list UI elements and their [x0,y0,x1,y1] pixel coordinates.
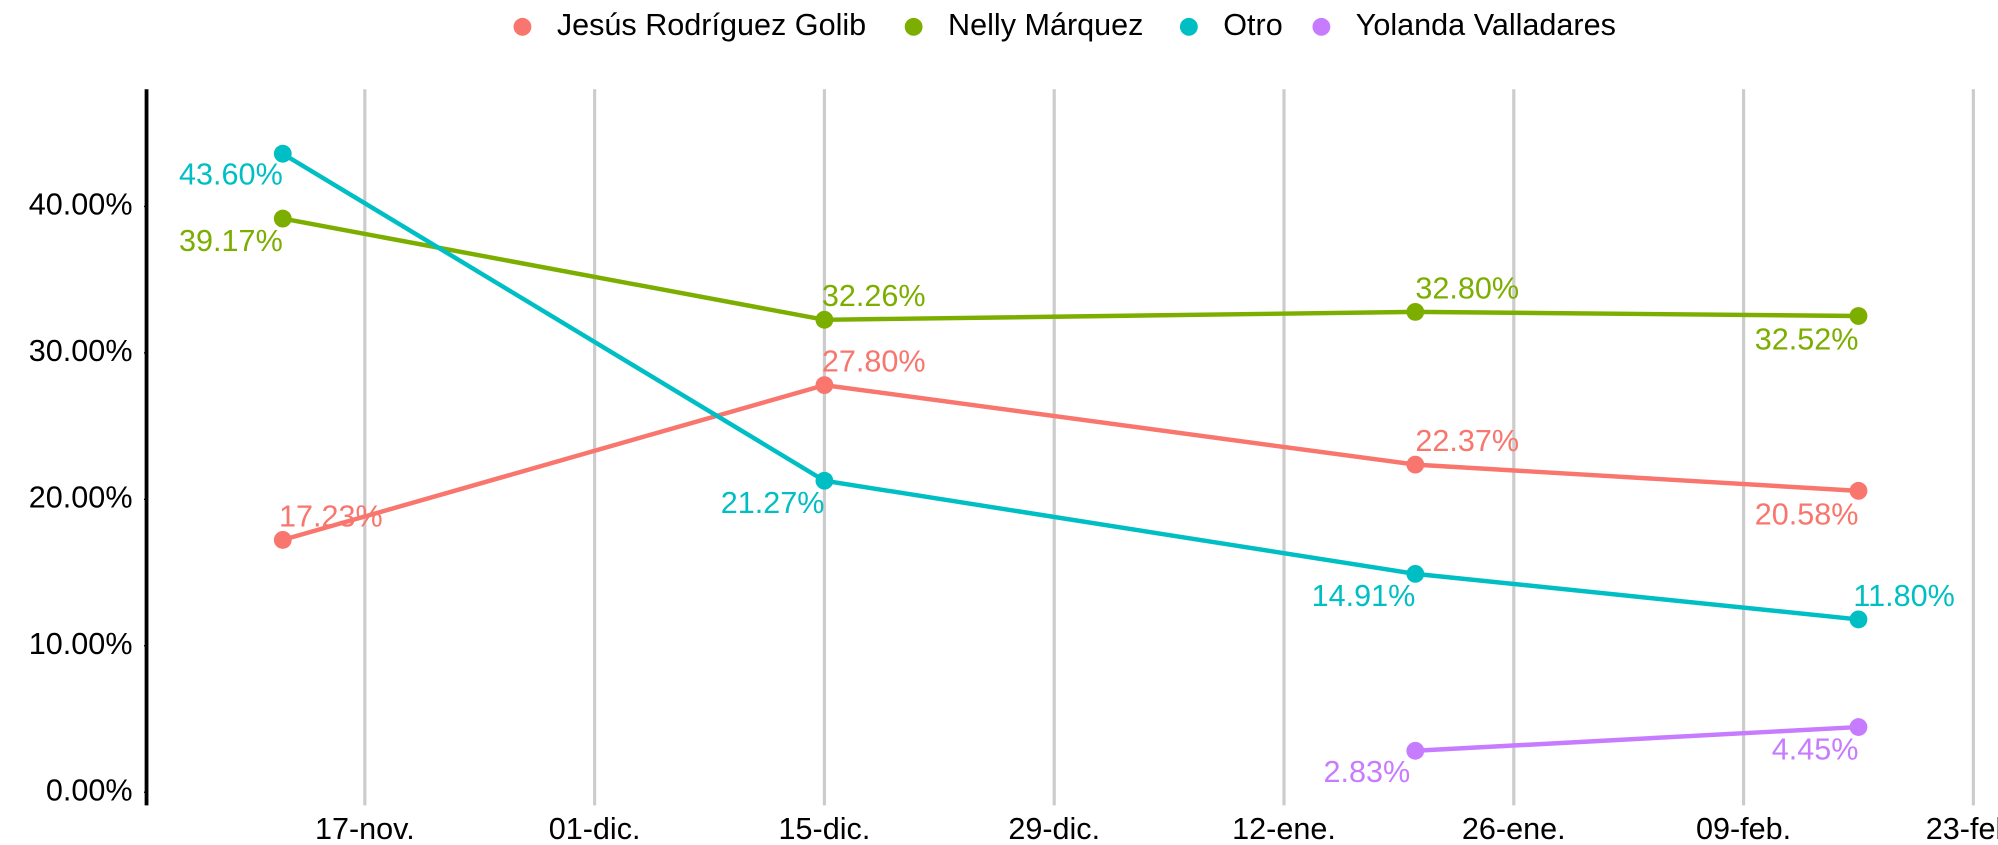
data-label: 32.52% [1755,323,1859,357]
legend-swatch [1179,17,1198,36]
legend-label: Yolanda Valladares [1356,8,1616,42]
legend-swatch [904,17,923,36]
data-label: 20.58% [1755,497,1859,531]
legend-swatch [513,17,532,36]
point [1406,741,1425,760]
x-tick-label: 17-nov. [315,812,415,845]
series-line [282,216,1859,323]
point [1849,481,1868,500]
y-tick-label: 0.00% [46,773,133,807]
point [1406,455,1425,474]
point [273,530,292,549]
y-tick-label: 40.00% [29,188,133,222]
x-tick-label: 23-feb. [1926,812,1998,845]
point [273,209,292,228]
data-label: 32.26% [822,279,926,313]
data-label: 21.27% [721,486,825,520]
point [1406,302,1425,321]
x-tick-label: 15-dic. [779,812,871,845]
y-tick-label: 20.00% [29,480,133,514]
legend-label: Nelly Márquez [948,8,1143,42]
legend-label: Jesús Rodríguez Golib [557,8,866,42]
legend-label: Otro [1223,8,1282,42]
data-label: 43.60% [179,158,283,192]
point [1849,610,1868,629]
data-label: 11.80% [1853,579,1954,613]
x-tick-label: 29-dic. [1008,812,1100,845]
point [815,376,834,395]
point [1406,564,1425,583]
y-tick-label: 30.00% [29,334,133,368]
data-label: 27.80% [822,345,926,379]
data-label: 22.37% [1415,424,1519,458]
point [815,471,834,490]
series-line [282,382,1859,543]
series-line [281,151,1859,622]
data-label: 2.83% [1324,755,1411,789]
data-label: 17.23% [279,499,383,533]
point [815,310,834,329]
x-tick-label: 01-dic. [549,812,641,845]
data-label: 39.17% [179,224,283,258]
x-tick-label: 09-feb. [1696,812,1791,845]
point [1849,307,1868,325]
x-tick-label: 26-ene. [1462,812,1566,845]
series-line [1415,724,1859,754]
data-label: 4.45% [1772,732,1859,766]
point [1849,718,1868,736]
data-label: 14.91% [1312,579,1416,613]
legend-swatch [1312,17,1331,36]
data-label: 32.80% [1415,271,1519,305]
point [273,144,292,163]
y-tick-label: 10.00% [29,627,133,661]
x-tick-label: 12-ene. [1232,812,1336,845]
